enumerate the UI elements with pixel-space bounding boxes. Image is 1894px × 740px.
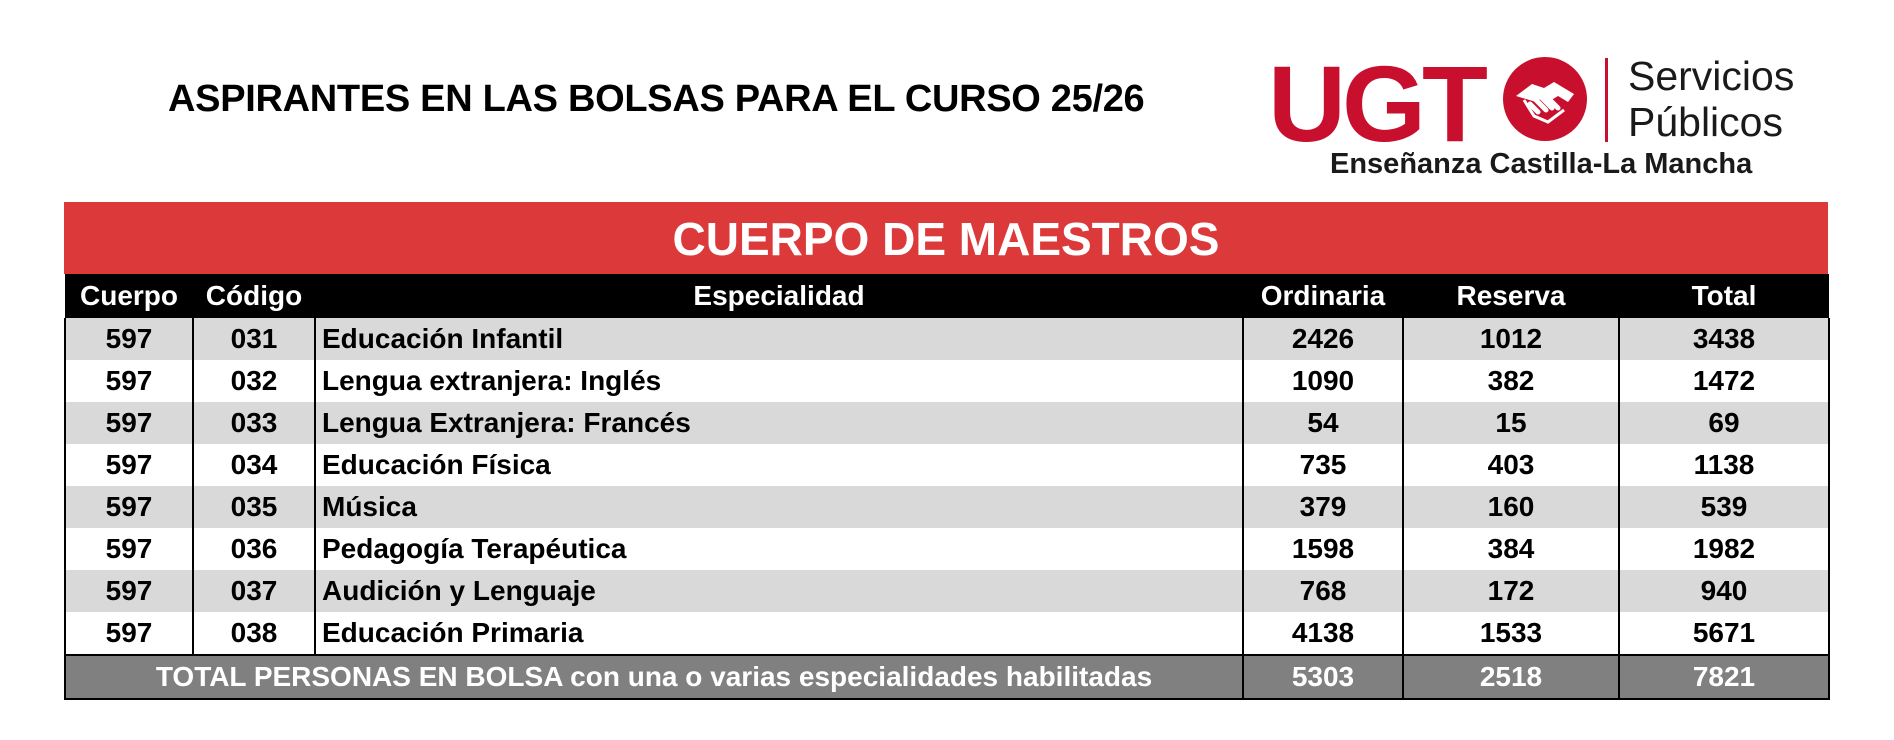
table-row: 597 037 Audición y Lenguaje 768 172 940 <box>64 570 1830 612</box>
cell-especialidad: Pedagogía Terapéutica <box>314 528 1244 570</box>
cell-total: 1138 <box>1618 444 1830 486</box>
cell-reserva: 382 <box>1402 360 1620 402</box>
total-total: 7821 <box>1618 654 1830 700</box>
cell-codigo: 034 <box>192 444 316 486</box>
cell-total: 69 <box>1618 402 1830 444</box>
cell-total: 539 <box>1618 486 1830 528</box>
cell-codigo: 037 <box>192 570 316 612</box>
logo-subtitle: Enseñanza Castilla-La Mancha <box>1330 148 1753 180</box>
total-label: TOTAL PERSONAS EN BOLSA con una o varias… <box>64 654 1244 700</box>
header-reserva: Reserva <box>1403 274 1619 318</box>
cell-especialidad: Educación Primaria <box>314 612 1244 656</box>
cell-ordinaria: 2426 <box>1242 318 1404 360</box>
header-codigo: Código <box>193 274 315 318</box>
cell-especialidad: Educación Física <box>314 444 1244 486</box>
cell-codigo: 035 <box>192 486 316 528</box>
cell-codigo: 033 <box>192 402 316 444</box>
cell-ordinaria: 768 <box>1242 570 1404 612</box>
cell-especialidad: Música <box>314 486 1244 528</box>
maestros-table: Cuerpo Código Especialidad Ordinaria Res… <box>64 274 1830 700</box>
table-total-row: TOTAL PERSONAS EN BOLSA con una o varias… <box>64 654 1830 700</box>
table-row: 597 032 Lengua extranjera: Inglés 1090 3… <box>64 360 1830 402</box>
cell-ordinaria: 4138 <box>1242 612 1404 656</box>
table-banner: CUERPO DE MAESTROS <box>64 202 1828 274</box>
total-ordinaria: 5303 <box>1242 654 1404 700</box>
total-reserva: 2518 <box>1402 654 1620 700</box>
logo-divider <box>1605 58 1608 142</box>
cell-especialidad: Educación Infantil <box>314 318 1244 360</box>
cell-ordinaria: 1090 <box>1242 360 1404 402</box>
cell-ordinaria: 735 <box>1242 444 1404 486</box>
logo-line-2: Públicos <box>1628 99 1783 145</box>
header-especialidad: Especialidad <box>315 274 1243 318</box>
table-row: 597 035 Música 379 160 539 <box>64 486 1830 528</box>
table-row: 597 033 Lengua Extranjera: Francés 54 15… <box>64 402 1830 444</box>
cell-cuerpo: 597 <box>64 402 194 444</box>
cell-cuerpo: 597 <box>64 444 194 486</box>
cell-codigo: 032 <box>192 360 316 402</box>
cell-total: 1982 <box>1618 528 1830 570</box>
cell-ordinaria: 379 <box>1242 486 1404 528</box>
table-row: 597 036 Pedagogía Terapéutica 1598 384 1… <box>64 528 1830 570</box>
cell-especialidad: Lengua Extranjera: Francés <box>314 402 1244 444</box>
cell-cuerpo: 597 <box>64 612 194 656</box>
cell-ordinaria: 54 <box>1242 402 1404 444</box>
table-row: 597 031 Educación Infantil 2426 1012 343… <box>64 318 1830 360</box>
table-row: 597 034 Educación Física 735 403 1138 <box>64 444 1830 486</box>
cell-codigo: 031 <box>192 318 316 360</box>
cell-reserva: 403 <box>1402 444 1620 486</box>
handshake-icon <box>1503 57 1587 141</box>
maestros-table-container: CUERPO DE MAESTROS Cuerpo Código Especia… <box>64 202 1830 700</box>
header-cuerpo: Cuerpo <box>65 274 193 318</box>
cell-reserva: 172 <box>1402 570 1620 612</box>
logo-line-1: Servicios <box>1628 53 1795 99</box>
cell-cuerpo: 597 <box>64 318 194 360</box>
cell-reserva: 1012 <box>1402 318 1620 360</box>
cell-reserva: 384 <box>1402 528 1620 570</box>
table-header-row: Cuerpo Código Especialidad Ordinaria Res… <box>65 274 1829 318</box>
cell-cuerpo: 597 <box>64 528 194 570</box>
header-ordinaria: Ordinaria <box>1243 274 1403 318</box>
cell-ordinaria: 1598 <box>1242 528 1404 570</box>
cell-codigo: 038 <box>192 612 316 656</box>
header-total: Total <box>1619 274 1829 318</box>
cell-reserva: 160 <box>1402 486 1620 528</box>
cell-especialidad: Lengua extranjera: Inglés <box>314 360 1244 402</box>
cell-cuerpo: 597 <box>64 360 194 402</box>
logo-brand: UGT <box>1268 43 1488 164</box>
cell-cuerpo: 597 <box>64 570 194 612</box>
ugt-logo: UGT Servicios Públicos Enseñanza Castill… <box>1262 50 1822 190</box>
cell-cuerpo: 597 <box>64 486 194 528</box>
cell-reserva: 1533 <box>1402 612 1620 656</box>
cell-total: 3438 <box>1618 318 1830 360</box>
cell-total: 5671 <box>1618 612 1830 656</box>
table-row: 597 038 Educación Primaria 4138 1533 567… <box>64 612 1830 656</box>
page-title: ASPIRANTES EN LAS BOLSAS PARA EL CURSO 2… <box>168 78 1145 120</box>
cell-codigo: 036 <box>192 528 316 570</box>
cell-total: 940 <box>1618 570 1830 612</box>
cell-especialidad: Audición y Lenguaje <box>314 570 1244 612</box>
cell-total: 1472 <box>1618 360 1830 402</box>
cell-reserva: 15 <box>1402 402 1620 444</box>
